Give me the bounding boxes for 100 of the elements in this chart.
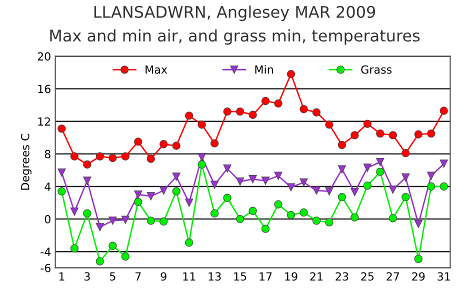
point [172, 172, 180, 181]
point [350, 213, 359, 222]
point [248, 110, 257, 119]
point [427, 172, 436, 180]
point [58, 187, 66, 196]
point [134, 190, 142, 199]
point [160, 140, 168, 148]
point [121, 252, 130, 261]
point [440, 182, 448, 191]
point [146, 192, 155, 200]
point [312, 186, 321, 195]
point [338, 140, 346, 150]
point [185, 198, 194, 207]
point [261, 224, 270, 233]
point [121, 216, 130, 224]
point [108, 154, 117, 162]
point [58, 168, 66, 177]
point [96, 152, 104, 160]
point [388, 131, 398, 140]
x-tick-label: 5 [110, 272, 116, 281]
point [185, 112, 194, 120]
x-tick-label: 1 [59, 272, 64, 280]
point [338, 192, 346, 202]
y-tick-label: 8 [44, 150, 50, 158]
x-tick-label: 25 [361, 272, 374, 281]
legend-label: Grass [361, 65, 392, 74]
point [388, 186, 398, 194]
point [96, 223, 104, 232]
point [172, 142, 180, 150]
x-tick-label: 3 [84, 272, 90, 281]
point [376, 158, 384, 166]
y-tick-label: 12 [38, 117, 50, 126]
point [350, 188, 359, 196]
point [440, 160, 448, 168]
y-axis-title: Degrees C [20, 134, 32, 190]
point [414, 130, 422, 138]
point [121, 152, 130, 160]
x-tick-label: 27 [386, 272, 400, 280]
y-tick-label: 20 [38, 52, 50, 61]
point [210, 180, 219, 189]
x-tick-label: 11 [183, 272, 196, 280]
point [96, 257, 104, 266]
x-tick-label: 9 [160, 272, 166, 281]
point [325, 218, 334, 226]
point [414, 254, 422, 264]
point [108, 242, 117, 250]
point [185, 238, 194, 247]
point [248, 206, 257, 215]
point [402, 192, 410, 202]
point [198, 120, 206, 129]
point [286, 210, 296, 220]
point [363, 164, 372, 172]
legend-label: Min [255, 65, 273, 74]
point [300, 105, 308, 114]
point [363, 120, 372, 128]
point [146, 216, 155, 225]
point [83, 160, 92, 169]
x-tick-label: 23 [336, 272, 348, 281]
y-tick-label: -6 [40, 264, 50, 272]
x-tick-label: 19 [285, 272, 298, 281]
point [248, 175, 257, 184]
x-tick-label: 7 [136, 272, 141, 280]
point [160, 217, 168, 226]
point [134, 138, 142, 146]
point [236, 177, 244, 186]
point [274, 200, 282, 208]
chart-subtitle: Max and min air, and grass min, temperatures [50, 29, 420, 45]
point [376, 129, 384, 138]
point [427, 182, 436, 191]
point [210, 139, 219, 148]
point [363, 182, 372, 190]
y-tick-label: -4 [40, 248, 51, 256]
legend-label: Max [146, 65, 168, 74]
point [402, 173, 410, 182]
point [286, 183, 296, 192]
point [414, 220, 422, 228]
point [388, 214, 398, 222]
chart-title: LLANSADWRN, Anglesey MAR 2009 [94, 6, 376, 22]
point [274, 99, 282, 108]
y-tick-label: 0 [44, 215, 50, 224]
point [261, 96, 270, 106]
point [376, 168, 384, 176]
x-tick-label: 31 [438, 272, 450, 281]
point [198, 153, 206, 162]
point [427, 129, 436, 138]
point [70, 208, 79, 216]
x-tick-label: 17 [260, 272, 272, 280]
point [300, 208, 308, 217]
point [274, 172, 282, 180]
point [325, 120, 334, 129]
point [236, 107, 244, 116]
point [223, 164, 232, 173]
point [198, 160, 206, 169]
point [210, 209, 219, 218]
point [325, 187, 334, 196]
point [108, 216, 117, 225]
point [440, 106, 448, 115]
point [338, 165, 346, 174]
x-tick-label: 21 [310, 272, 323, 280]
y-tick-label: 4 [44, 182, 51, 191]
